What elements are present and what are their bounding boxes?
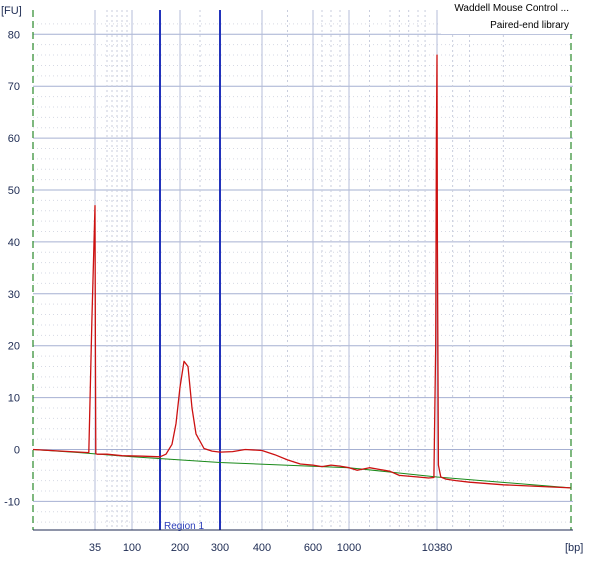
y-tick-label: -10 (4, 496, 20, 508)
x-tick-label: 1000 (337, 542, 361, 554)
y-tick-label: 40 (8, 237, 20, 249)
x-tick-label: 35 (89, 542, 101, 554)
trace-series (32, 54, 572, 489)
y-tick-label: 60 (8, 133, 20, 145)
y-tick-label: 20 (8, 341, 20, 353)
trace-line (32, 54, 572, 489)
x-tick-label: 300 (211, 542, 229, 554)
region-1-markers[interactable]: Region 1 (159, 10, 221, 532)
y-tick-label: 50 (8, 185, 20, 197)
x-tick-label: 100 (123, 542, 141, 554)
y-tick-labels: -10 0 10 20 30 40 50 60 70 80 (4, 29, 20, 508)
x-tick-label: 200 (171, 542, 189, 554)
x-tick-label: 600 (304, 542, 322, 554)
y-tick-label: 10 (8, 393, 20, 405)
plot-background (33, 10, 573, 530)
legend-sample-name: Waddell Mouse Control ... (454, 3, 569, 14)
axes (32, 10, 573, 531)
y-tick-label: 70 (8, 81, 20, 93)
x-tick-label: 10380 (422, 542, 453, 554)
y-tick-label: 80 (8, 29, 20, 41)
legend-box (441, 0, 573, 34)
x-tick-label: 400 (253, 542, 271, 554)
x-axis-unit-label: [bp] (565, 542, 583, 554)
legend-assay-name: Paired-end library (490, 20, 569, 31)
legend: Waddell Mouse Control ... Paired-end lib… (441, 0, 573, 34)
y-tick-label: 0 (14, 445, 20, 457)
x-tick-labels: 35 100 200 300 400 600 1000 10380 (89, 542, 452, 554)
y-tick-label: 30 (8, 289, 20, 301)
y-axis-unit-label: [FU] (1, 5, 22, 17)
region-label: Region 1 (164, 521, 204, 532)
